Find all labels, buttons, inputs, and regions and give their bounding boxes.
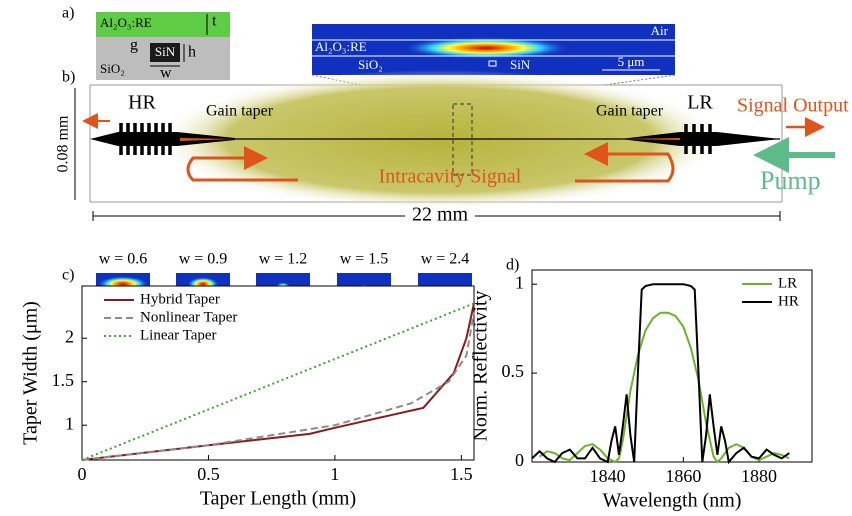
inset-label: w = 1.5 [340,251,389,268]
y-tick-label: 2 [65,326,74,346]
dim-label: 0.08 mm [55,115,72,172]
y-tick-label: 1 [515,272,524,292]
mode-field [401,37,571,59]
x-tick-label: 1880 [741,466,777,486]
signal-arrow [186,146,298,182]
zoom-box [452,103,473,176]
x-tick-label: 1840 [590,466,626,486]
legend-label: HR [778,293,799,309]
lr-grating [620,132,780,146]
gain-glow [155,70,725,210]
signal-arrow [575,142,675,183]
y-tick-label: 1 [65,413,74,433]
series-line [81,302,475,461]
y-axis-label: Norm. Reflectivity [470,290,492,441]
plot-area [531,269,813,463]
x-tick-label: 0 [78,464,87,484]
film [96,12,230,37]
dim-label: 22 mm [412,204,469,226]
film-label: Al₂O₃:RE [100,15,152,30]
dim-gap [405,206,475,226]
dim-label: t [212,13,217,30]
legend-label: Nonlinear Taper [140,309,237,325]
dim-label: w [160,65,172,82]
inset-label: w = 1.2 [259,251,308,268]
plot-area [81,285,475,461]
panel-label: a) [62,5,74,22]
x-tick-label: 1.5 [450,464,473,484]
taper [620,138,680,140]
mirror-label: LR [687,92,713,114]
taper-label: Gain taper [206,103,274,120]
legend-label: Hybrid Taper [140,291,220,307]
legend-label: LR [778,275,797,291]
core-outline [488,60,497,67]
x-tick-label: 1 [330,464,339,484]
panel-label: c) [62,267,74,284]
dim-label: g [130,37,138,54]
series-line [531,283,790,465]
inset-label: w = 0.6 [99,251,148,268]
x-tick-label: 0.5 [197,464,220,484]
signal-label: Intracavity Signal [379,166,522,188]
core [150,43,180,62]
substrate-label: SiO₂ [100,61,125,76]
output-label: Signal Output [737,95,849,117]
scale-label: 5 μm [618,54,645,69]
y-tick-label: 1.5 [52,370,75,390]
y-tick-label: 0.5 [502,361,525,381]
x-tick-label: 1860 [665,466,701,486]
inset-label: w = 2.4 [421,251,470,268]
y-tick-label: 0 [515,450,524,470]
x-axis-label: Wavelength (nm) [603,490,742,512]
taper [180,138,235,141]
x-axis-label: Taper Length (mm) [200,488,356,510]
core-label: SiN [155,44,176,59]
layer-label: Air [651,23,669,38]
inset-label: w = 0.9 [179,251,228,268]
dim-label: h [188,44,196,61]
mirror-label: HR [128,92,156,114]
hr-teeth [119,123,172,155]
legend-label: Linear Taper [140,327,217,343]
panel-label: d) [506,257,519,274]
series-line [81,311,475,461]
core-label: SiN [510,57,531,72]
layer-label: Al₂O₃:RE [315,39,367,54]
taper-label: Gain taper [596,103,664,120]
y-axis-label: Taper Width (μm) [20,301,42,445]
layer-label: SiO₂ [358,57,383,72]
panel-label: b) [62,69,75,86]
lr-teeth [684,124,712,154]
pump-label: Pump [760,166,821,195]
